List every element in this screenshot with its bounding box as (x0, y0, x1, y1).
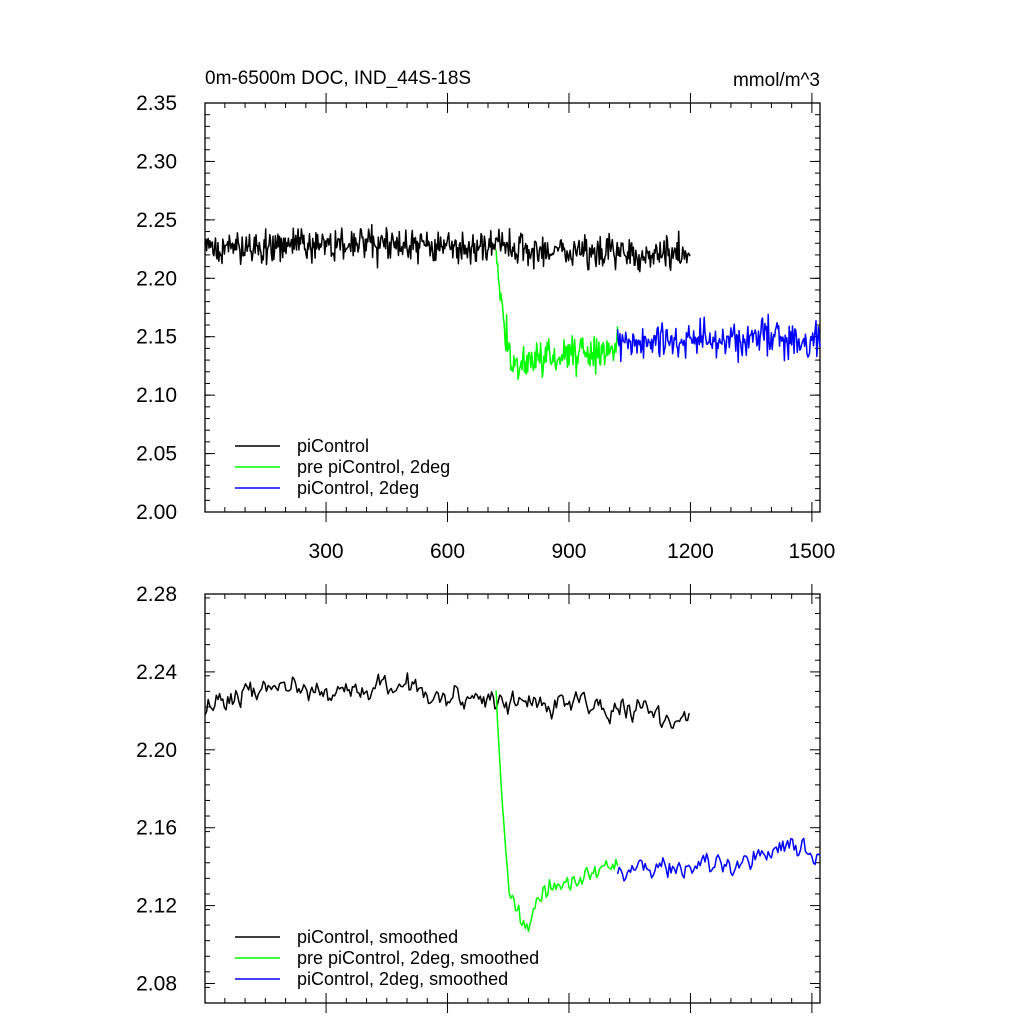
y-tick-label: 2.00 (136, 501, 177, 524)
series-line (204, 672, 690, 729)
plot-frame (204, 102, 821, 513)
legend-label: pre piControl, 2deg (297, 457, 450, 477)
y-tick-label: 2.28 (136, 583, 177, 606)
legend-label: piControl (297, 436, 369, 456)
x-tick-label: 900 (551, 540, 586, 563)
panel-bottom: 2.08 2.12 2.16 2.20 2.24 2.28 piControl, smoot… (136, 583, 821, 1013)
y-tick-label: 2.05 (136, 443, 177, 466)
y-tick-label: 2.20 (136, 739, 177, 762)
legend-label: piControl, 2deg (297, 478, 419, 498)
series-line (495, 249, 619, 381)
y-tick-label: 2.20 (136, 267, 177, 290)
y-tick-label: 2.10 (136, 384, 177, 407)
y-tick-label: 2.15 (136, 326, 177, 349)
y-tick-label: 2.12 (136, 895, 177, 918)
y-tick-label: 2.16 (136, 817, 177, 840)
legend-label: piControl, smoothed (297, 927, 458, 947)
panel-top: 0m-6500m DOC, IND_44S-18S mmol/m^3 300 60… (136, 68, 835, 563)
y-tick-label: 2.25 (136, 209, 177, 232)
series-line (616, 313, 821, 364)
series-line (495, 690, 619, 933)
plot-frame (204, 593, 821, 1004)
series-line (204, 223, 691, 273)
x-tick-label: 300 (309, 540, 344, 563)
units-label: mmol/m^3 (733, 70, 820, 91)
x-tick-label: 600 (430, 540, 465, 563)
y-tick-label: 2.30 (136, 150, 177, 173)
y-tick-label: 2.08 (136, 973, 177, 996)
y-tick-label: 2.24 (136, 661, 177, 684)
legend-label: piControl, 2deg, smoothed (297, 969, 508, 989)
y-tick-label: 2.35 (136, 92, 177, 115)
legend-label: pre piControl, 2deg, smoothed (297, 948, 539, 968)
chart-title: 0m-6500m DOC, IND_44S-18S (205, 68, 471, 89)
x-tick-label: 1200 (667, 540, 714, 563)
x-tick-label: 1500 (789, 540, 836, 563)
series-line (616, 837, 821, 882)
